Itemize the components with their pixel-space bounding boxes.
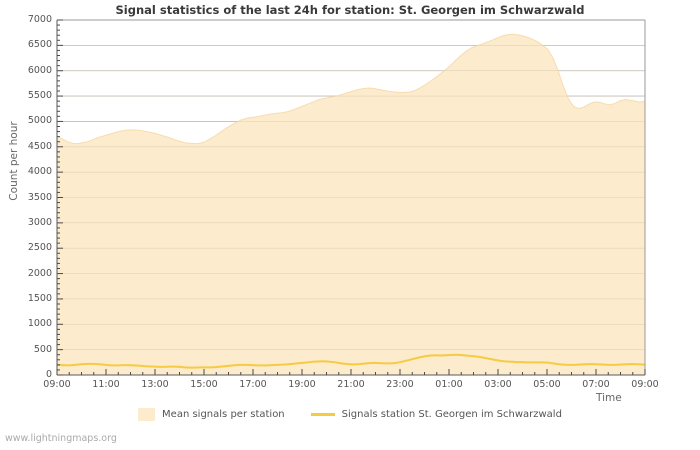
y-axis-tick-label: 500	[33, 343, 52, 355]
x-axis-tick-label: 09:00	[43, 379, 71, 390]
x-axis-tick-label: 07:00	[582, 379, 610, 390]
x-axis-tick-label: 13:00	[141, 379, 169, 390]
x-axis-tick-label: 19:00	[288, 379, 316, 390]
y-axis-tick-label: 6500	[27, 39, 52, 51]
y-axis-tick-label: 4500	[27, 140, 52, 152]
x-axis-title: Time	[596, 392, 622, 404]
x-axis-tick-label: 03:00	[484, 379, 512, 390]
y-axis-tick-label: 4000	[27, 166, 52, 178]
legend-line-swatch-icon	[310, 413, 335, 416]
legend-item-label: Mean signals per station	[162, 409, 285, 420]
x-axis-tick-label: 11:00	[92, 379, 120, 390]
x-axis-tick-label: 23:00	[386, 379, 414, 390]
y-axis-tick-label: 6000	[27, 64, 52, 76]
y-axis-tick-label: 2000	[27, 267, 52, 279]
y-axis-tick-label: 3500	[27, 191, 52, 203]
y-axis-tick-label: 5000	[27, 115, 52, 127]
x-axis-tick-label: 09:00	[631, 379, 659, 390]
x-axis-tick-label: 05:00	[533, 379, 561, 390]
y-axis-tick-label: 1500	[27, 292, 52, 304]
footer-source: www.lightningmaps.org	[5, 433, 117, 444]
x-axis-tick-label: 17:00	[239, 379, 267, 390]
chart-legend: Mean signals per station Signals station …	[0, 408, 700, 421]
x-axis-tick-label: 21:00	[337, 379, 365, 390]
y-axis-tick-labels: 0 500 1000 1500 2000 2500 3000 3500 4000 4500 5000…	[0, 0, 52, 450]
legend-item[interactable]: Mean signals per station	[138, 408, 285, 421]
y-axis-tick-label: 0	[45, 369, 52, 380]
chart-title: Signal statistics of the last 24h for st…	[115, 3, 585, 17]
y-axis-tick-label: 2500	[27, 242, 52, 254]
y-axis-tick-label: 5500	[27, 90, 52, 102]
x-axis-tick-label: 01:00	[435, 379, 463, 390]
y-axis-tick-label: 7000	[27, 14, 52, 25]
y-axis-tick-label: 1000	[27, 318, 52, 330]
x-axis-tick-label: 15:00	[190, 379, 218, 390]
y-axis-tick-label: 3000	[27, 216, 52, 228]
legend-item[interactable]: Signals station St. Georgen im Schwarzwa…	[310, 409, 562, 420]
legend-item-label: Signals station St. Georgen im Schwarzwa…	[341, 409, 562, 420]
legend-area-swatch-icon	[138, 408, 156, 421]
